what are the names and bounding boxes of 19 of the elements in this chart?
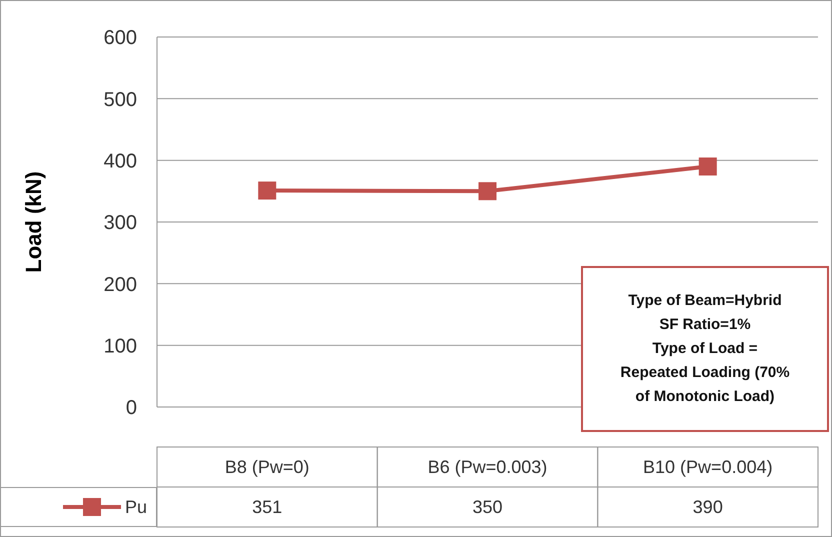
data-label: 350 — [472, 497, 503, 517]
point — [698, 158, 717, 176]
y-tick-label: 500 — [104, 88, 137, 111]
y-axis-title: Load (kN) — [20, 171, 46, 273]
y-tick-label: 100 — [104, 335, 137, 358]
y-tick-label: 0 — [126, 397, 137, 420]
data-label: 351 — [252, 497, 282, 517]
legend-label: Pu — [125, 496, 148, 518]
y-tick-label: 200 — [104, 274, 137, 296]
data-label: 390 — [692, 497, 723, 517]
x-tick-label: B10 (Pw=0.004) — [643, 457, 773, 477]
x-tick-label: B6 (Pw=0.003) — [428, 457, 548, 477]
point — [478, 182, 496, 200]
y-tick-label: 400 — [104, 150, 137, 172]
text-box: Type of Beam=Hybrid SF Ratio=1% Type of Load = Repeated Loading (70% of Monotonic Load) — [581, 266, 829, 432]
y-tick-label: 300 — [104, 212, 137, 234]
y-tick-label: 600 — [104, 27, 137, 50]
x-tick-label: B8 (Pw=0) — [224, 457, 310, 477]
point — [258, 182, 276, 200]
